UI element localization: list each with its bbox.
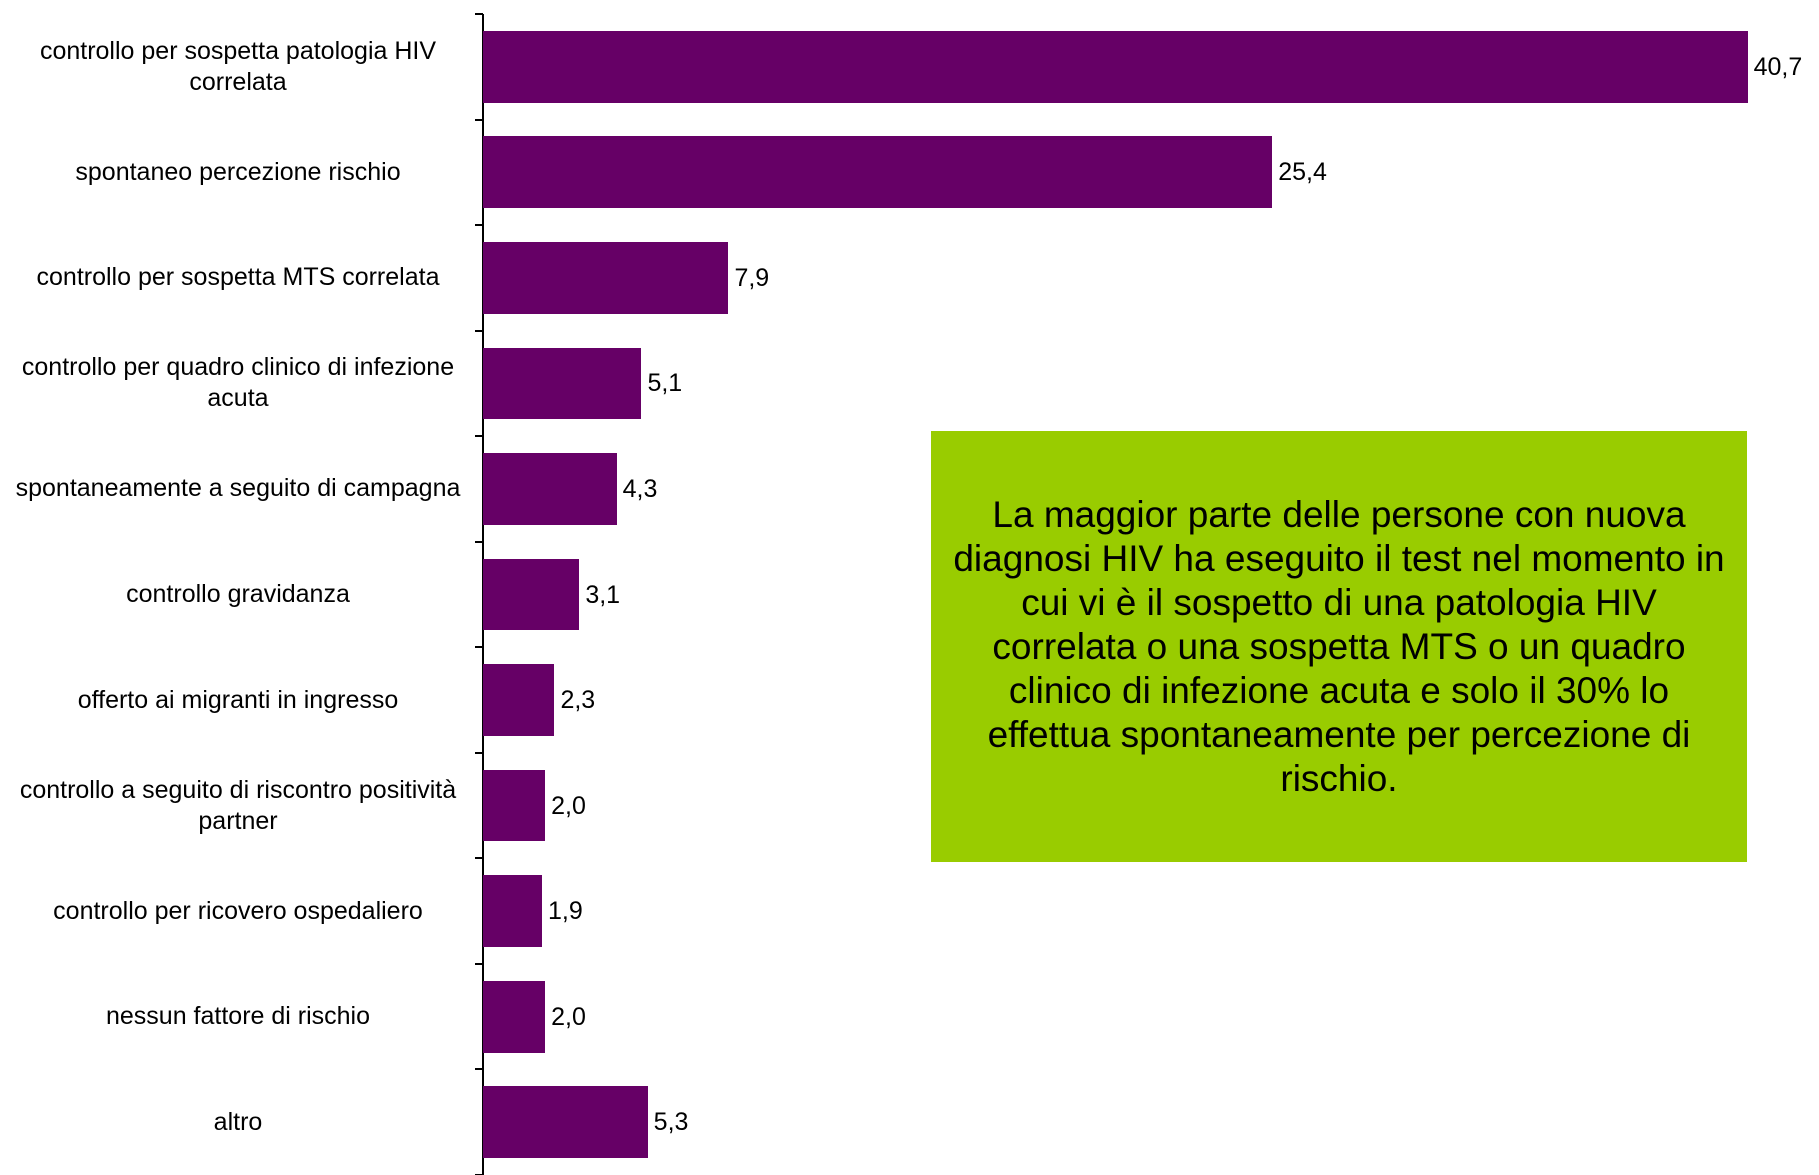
y-tick bbox=[475, 540, 483, 543]
y-tick-label: controllo per ricovero ospedaliero bbox=[53, 896, 423, 925]
bar bbox=[483, 769, 546, 842]
y-tick-label: controllo per sospetta patologia HIV cor… bbox=[39, 36, 437, 96]
value-label: 3,1 bbox=[585, 580, 621, 609]
value-label: 2,0 bbox=[551, 1002, 586, 1031]
value-label: 1,9 bbox=[548, 897, 583, 926]
value-label: 5,1 bbox=[647, 369, 683, 398]
value-label: 5,3 bbox=[653, 1108, 689, 1137]
y-tick-label: altro bbox=[213, 1107, 263, 1136]
bar bbox=[483, 875, 543, 948]
y-tick-label: spontaneo percezione rischio bbox=[75, 157, 401, 186]
value-label: 4,3 bbox=[622, 474, 658, 503]
y-tick-label: nessun fattore di rischio bbox=[105, 1002, 371, 1031]
bar bbox=[483, 980, 546, 1053]
y-tick bbox=[475, 857, 483, 860]
y-tick bbox=[475, 224, 483, 227]
y-tick bbox=[475, 329, 483, 332]
y-tick bbox=[475, 435, 483, 438]
bar bbox=[483, 558, 580, 631]
bar bbox=[483, 30, 1748, 103]
value-label: 40,7 bbox=[1753, 52, 1803, 81]
bar bbox=[483, 453, 617, 525]
bar bbox=[483, 347, 642, 420]
bar bbox=[483, 1086, 648, 1159]
y-tick bbox=[475, 118, 483, 121]
y-tick-label: controllo a seguito di riscontro positiv… bbox=[19, 775, 457, 835]
y-tick-label: offerto ai migranti in ingresso bbox=[77, 685, 399, 714]
value-label: 2,3 bbox=[560, 686, 596, 715]
value-label: 25,4 bbox=[1278, 158, 1327, 187]
bar bbox=[483, 136, 1273, 209]
y-tick-label: spontaneamente a seguito di campagna bbox=[15, 474, 461, 503]
y-tick bbox=[475, 1068, 483, 1071]
y-tick-label: controllo gravidanza bbox=[126, 579, 350, 608]
y-tick-label: controllo per sospetta MTS correlata bbox=[36, 263, 440, 292]
value-label: 2,0 bbox=[551, 791, 586, 820]
y-tick bbox=[475, 751, 483, 754]
y-tick bbox=[475, 962, 483, 965]
bar bbox=[483, 664, 555, 736]
value-label: 7,9 bbox=[734, 263, 770, 292]
y-tick bbox=[475, 13, 483, 15]
annotation: La maggior parte delle persone con nuova… bbox=[931, 431, 1747, 862]
y-tick bbox=[475, 646, 483, 649]
bar bbox=[483, 241, 729, 314]
y-tick-label: controllo per quadro clinico di infezion… bbox=[21, 353, 455, 413]
